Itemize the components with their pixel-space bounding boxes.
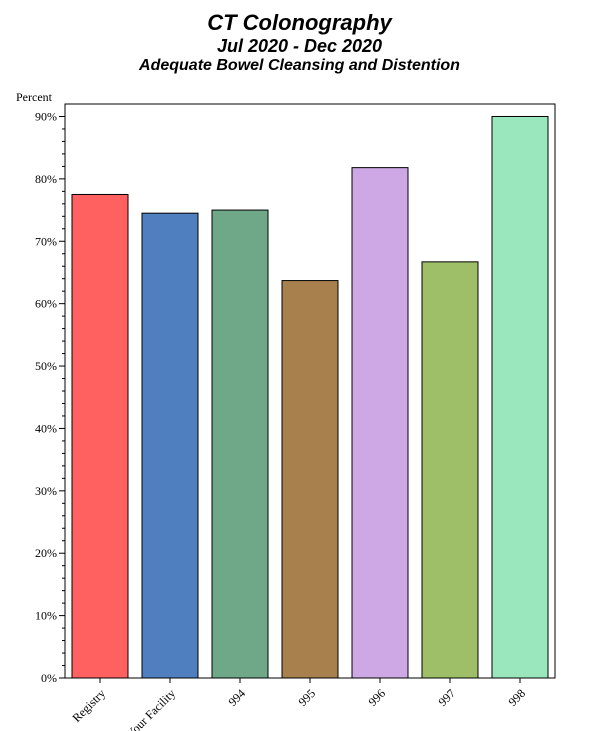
bar-995 (281, 280, 339, 679)
y-tick-label: 40% (35, 421, 57, 435)
x-tick-label: 997 (435, 686, 458, 709)
chart-title: CT Colonography (207, 10, 392, 35)
x-tick-label: Registry (69, 686, 108, 725)
y-tick-label: 20% (35, 546, 57, 560)
bar-997 (421, 261, 479, 679)
chart-subtitle-measure: Adequate Bowel Cleansing and Distention (139, 57, 460, 74)
y-tick-label: 80% (35, 172, 57, 186)
bar-996 (351, 167, 409, 679)
bar-registry (71, 193, 129, 679)
chart-titles: CT Colonography Jul 2020 - Dec 2020 Adeq… (0, 10, 599, 76)
x-tick-label: 994 (225, 686, 248, 709)
y-tick-label: 30% (35, 484, 57, 498)
y-tick-label: 90% (35, 109, 57, 123)
y-tick-label: 70% (35, 234, 57, 248)
chart-subtitle-period: Jul 2020 - Dec 2020 (216, 36, 383, 56)
bar-your-facility (141, 212, 199, 679)
x-tick-label: Your Facility (124, 686, 179, 731)
x-tick-label: 998 (505, 686, 528, 709)
x-tick-label: 996 (365, 686, 388, 709)
y-axis-label: Percent (16, 90, 53, 104)
x-tick-label: 995 (295, 686, 318, 709)
y-tick-label: 50% (35, 359, 57, 373)
y-tick-label: 10% (35, 609, 57, 623)
bar-998 (491, 115, 549, 679)
y-tick-label: 0% (41, 671, 57, 685)
bar-994 (211, 209, 269, 679)
y-tick-label: 60% (35, 297, 57, 311)
